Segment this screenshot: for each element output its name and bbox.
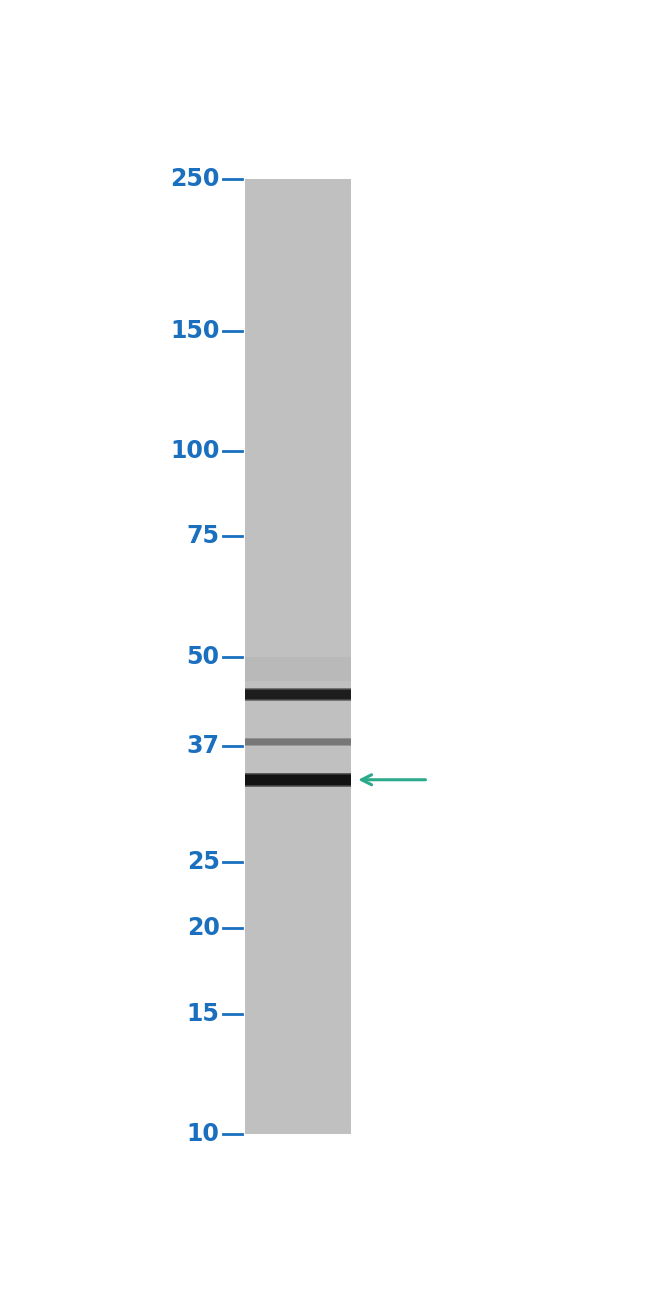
Text: 150: 150 [170, 318, 220, 343]
Text: 15: 15 [187, 1001, 220, 1026]
Text: 250: 250 [170, 168, 220, 191]
Text: 37: 37 [187, 733, 220, 758]
Text: 100: 100 [170, 439, 220, 463]
Bar [245, 656, 351, 681]
Text: 20: 20 [187, 916, 220, 940]
Text: 10: 10 [187, 1122, 220, 1145]
Bar [245, 179, 351, 1134]
Text: 50: 50 [187, 645, 220, 668]
Text: 25: 25 [187, 850, 220, 874]
Text: 75: 75 [187, 524, 220, 549]
